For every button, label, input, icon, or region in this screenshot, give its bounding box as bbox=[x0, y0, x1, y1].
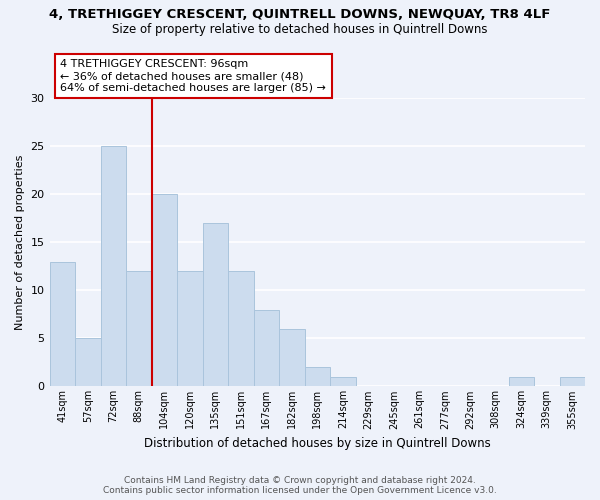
Text: 4, TRETHIGGEY CRESCENT, QUINTRELL DOWNS, NEWQUAY, TR8 4LF: 4, TRETHIGGEY CRESCENT, QUINTRELL DOWNS,… bbox=[49, 8, 551, 20]
Text: 4 TRETHIGGEY CRESCENT: 96sqm
← 36% of detached houses are smaller (48)
64% of se: 4 TRETHIGGEY CRESCENT: 96sqm ← 36% of de… bbox=[60, 60, 326, 92]
Text: Size of property relative to detached houses in Quintrell Downs: Size of property relative to detached ho… bbox=[112, 22, 488, 36]
Bar bbox=[101, 146, 126, 386]
Bar bbox=[152, 194, 177, 386]
Bar bbox=[228, 271, 254, 386]
Y-axis label: Number of detached properties: Number of detached properties bbox=[15, 154, 25, 330]
Bar bbox=[279, 329, 305, 386]
Bar bbox=[50, 262, 75, 386]
Bar bbox=[305, 367, 330, 386]
Bar bbox=[254, 310, 279, 386]
X-axis label: Distribution of detached houses by size in Quintrell Downs: Distribution of detached houses by size … bbox=[144, 437, 491, 450]
Bar bbox=[509, 377, 534, 386]
Bar bbox=[330, 377, 356, 386]
Bar bbox=[177, 271, 203, 386]
Bar bbox=[203, 223, 228, 386]
Bar bbox=[126, 271, 152, 386]
Bar bbox=[75, 338, 101, 386]
Text: Contains HM Land Registry data © Crown copyright and database right 2024.
Contai: Contains HM Land Registry data © Crown c… bbox=[103, 476, 497, 495]
Bar bbox=[560, 377, 585, 386]
